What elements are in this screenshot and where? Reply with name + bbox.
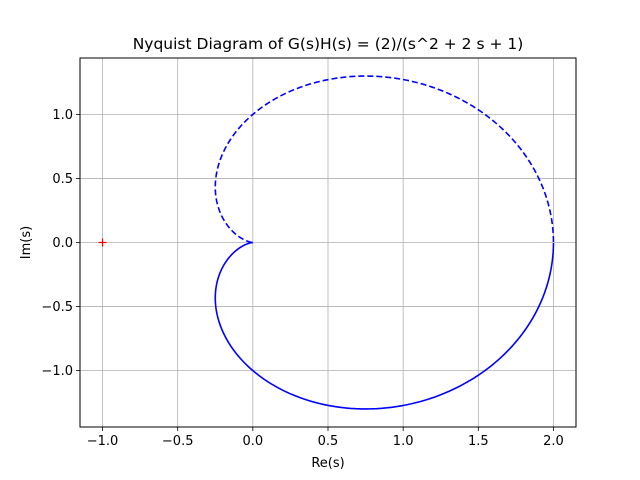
- x-tick-label: −0.5: [162, 434, 194, 449]
- y-axis-label: Im(s): [19, 226, 34, 259]
- grid: [80, 58, 576, 427]
- y-tick-label: −1.0: [41, 364, 73, 379]
- x-tick-label: −1.0: [87, 434, 119, 449]
- y-axis-ticks: −1.0 −0.5 0.0 0.5 1.0: [41, 108, 80, 379]
- x-tick-label: 2.0: [543, 434, 564, 449]
- critical-point-marker: [98, 238, 107, 247]
- critical-point-group: [98, 238, 107, 247]
- chart-title: Nyquist Diagram of G(s)H(s) = (2)/(s^2 +…: [133, 35, 524, 53]
- x-tick-label: 0.0: [243, 434, 264, 449]
- y-tick-label: 1.0: [52, 108, 73, 123]
- x-tick-label: 1.0: [393, 434, 414, 449]
- nyquist-curves: [214, 75, 555, 410]
- y-tick-label: 0.0: [52, 236, 73, 251]
- y-tick-label: 0.5: [52, 172, 73, 187]
- nyquist-curve-negative-freq: [214, 75, 555, 244]
- x-tick-label: 0.5: [318, 434, 339, 449]
- nyquist-curve-positive-freq: [214, 241, 555, 410]
- x-axis-label: Re(s): [311, 456, 344, 471]
- x-tick-label: 1.5: [468, 434, 489, 449]
- y-tick-label: −0.5: [41, 300, 73, 315]
- x-axis-ticks: −1.0 −0.5 0.0 0.5 1.0 1.5 2.0: [87, 427, 564, 449]
